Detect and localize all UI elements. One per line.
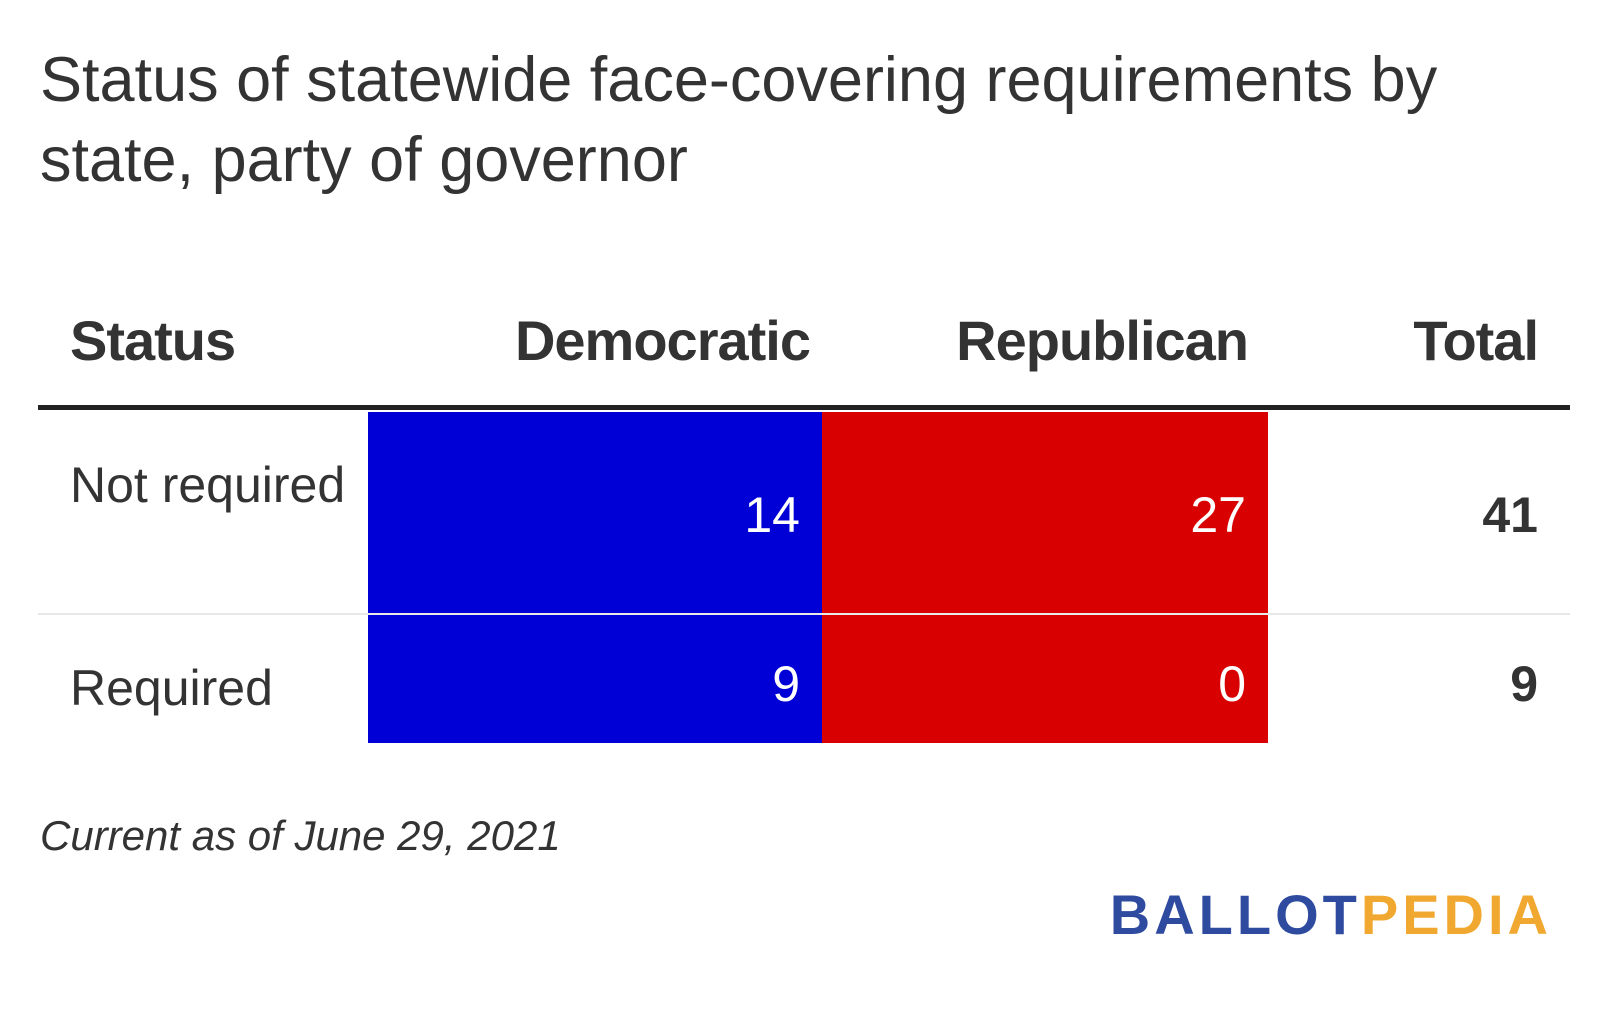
- total-not-required-value: 41: [1482, 487, 1538, 543]
- column-header-republican: Republican: [956, 309, 1249, 372]
- column-header-total: Total: [1413, 309, 1539, 372]
- democratic-not-required-value: 14: [744, 487, 800, 543]
- democratic-required-value: 9: [772, 656, 800, 712]
- ballotpedia-logo: BALLOTPEDIA: [1110, 882, 1552, 947]
- status-not-required: Not required: [70, 457, 346, 513]
- status-required: Required: [70, 660, 273, 716]
- chart-title: Status of statewide face-covering requir…: [40, 45, 1438, 195]
- row-divider: [38, 613, 1570, 615]
- democratic-column-fill: [368, 412, 822, 743]
- data-table: Status Democratic Republican Total Not r…: [38, 290, 1570, 760]
- republican-required-value: 0: [1218, 656, 1246, 712]
- logo-pedia-text: PEDIA: [1360, 883, 1552, 946]
- column-header-status: Status: [70, 309, 236, 372]
- footnote: Current as of June 29, 2021: [40, 812, 561, 859]
- column-header-democratic: Democratic: [514, 309, 811, 372]
- republican-column-fill: [822, 412, 1268, 743]
- total-required-value: 9: [1510, 656, 1538, 712]
- republican-not-required-value: 27: [1190, 487, 1246, 543]
- logo-ballot-text: BALLOT: [1109, 883, 1361, 946]
- header-divider: [38, 405, 1570, 410]
